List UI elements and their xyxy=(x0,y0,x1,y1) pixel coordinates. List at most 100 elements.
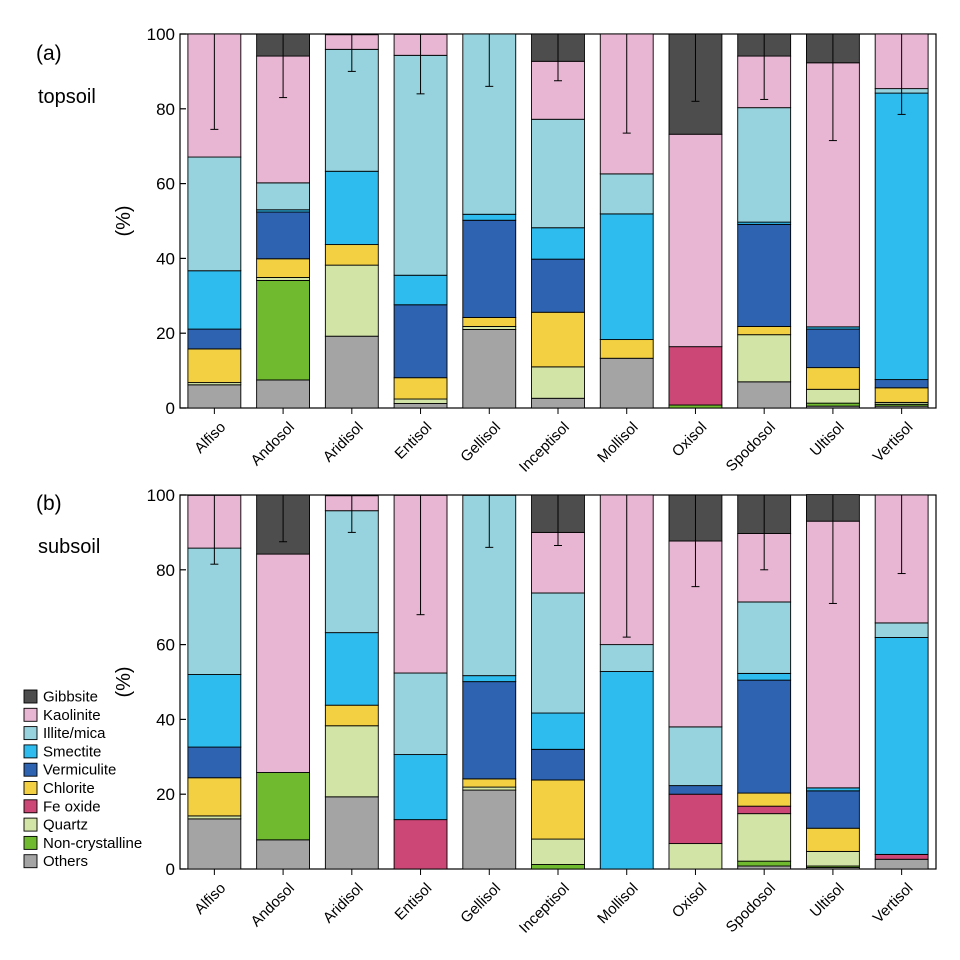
bar-segment-a-oxisol-kaolinite xyxy=(668,133,723,348)
bar-segment-b-mollisol-smectite xyxy=(599,671,654,870)
y-tick-label-b-100: 100 xyxy=(147,486,175,505)
y-tick-label-a-40: 40 xyxy=(156,249,175,268)
bar-segment-a-mollisol-others xyxy=(599,357,654,409)
bar-segment-a-spodosol-vermiculite xyxy=(737,223,792,327)
legend-swatch-non-crystalline xyxy=(23,835,38,850)
bar-segment-b-entisol-illite-mica xyxy=(393,672,448,756)
bar-segment-b-oxisol-illite-mica xyxy=(668,726,723,787)
bar-segment-b-andosol-kaolinite xyxy=(256,553,311,773)
bar-segment-b-spodosol-illite-mica xyxy=(737,601,792,674)
bar-segment-b-gellisol-smectite xyxy=(462,675,517,683)
bar-segment-a-entisol-smectite xyxy=(393,274,448,306)
y-axis-title-a: (%) xyxy=(113,205,135,236)
bar-segment-a-entisol-vermiculite xyxy=(393,304,448,379)
bar-segment-a-inceptisol-illite-mica xyxy=(531,118,585,229)
bar-segment-b-vertisol-smectite xyxy=(874,637,929,855)
bar-segment-b-gellisol-others xyxy=(462,789,517,870)
bar-segment-a-andosol-chlorite xyxy=(256,258,311,278)
y-tick-label-a-0: 0 xyxy=(166,399,175,418)
bar-segment-b-spodosol-fe-oxide xyxy=(737,805,792,815)
legend-swatch-gibbsite xyxy=(23,689,38,704)
bar-segment-b-vertisol-fe-oxide xyxy=(874,853,929,860)
bar-segment-b-gellisol-chlorite xyxy=(462,778,517,788)
legend-label-non-crystalline: Non-crystalline xyxy=(43,835,142,852)
bar-segment-a-andosol-vermiculite xyxy=(256,211,311,260)
bar-segment-b-inceptisol-non-crystalline xyxy=(531,864,585,870)
y-tick-label-b-20: 20 xyxy=(156,785,175,804)
y-tick-label-b-40: 40 xyxy=(156,710,175,729)
bar-segment-a-entisol-others xyxy=(393,403,448,409)
panel-subtitle-b: subsoil xyxy=(38,536,100,558)
bar-segment-b-alfiso-smectite xyxy=(187,674,242,748)
y-tick-label-a-80: 80 xyxy=(156,100,175,119)
legend-swatch-smectite xyxy=(23,744,38,759)
legend-label-vermiculite: Vermiculite xyxy=(43,762,116,779)
y-tick-label-b-0: 0 xyxy=(166,860,175,879)
bar-segment-a-spodosol-chlorite xyxy=(737,326,792,336)
bar-segment-a-inceptisol-smectite xyxy=(531,227,585,260)
panel-subtitle-a: topsoil xyxy=(38,86,96,108)
bar-segment-a-gellisol-chlorite xyxy=(462,317,517,327)
bar-segment-a-entisol-chlorite xyxy=(393,377,448,400)
bar-segment-a-entisol-quartz xyxy=(393,398,448,404)
bar-segment-a-inceptisol-quartz xyxy=(531,366,585,399)
legend-label-quartz: Quartz xyxy=(43,817,88,834)
bar-segment-a-andosol-illite-mica xyxy=(256,182,311,211)
bar-segment-b-spodosol-quartz xyxy=(737,813,792,862)
bar-segment-a-aridisol-chlorite xyxy=(324,244,379,266)
legend-label-others: Others xyxy=(43,853,88,870)
bar-segment-b-andosol-others xyxy=(256,839,311,870)
bar-segment-b-ultisol-chlorite xyxy=(805,827,860,852)
bar-segment-a-gellisol-smectite xyxy=(462,213,517,221)
legend-label-smectite: Smectite xyxy=(43,743,101,760)
bar-segment-a-mollisol-illite-mica xyxy=(599,173,654,215)
bar-segment-b-andosol-non-crystalline xyxy=(256,772,311,841)
legend-swatch-vermiculite xyxy=(23,762,38,777)
bar-segment-b-spodosol-chlorite xyxy=(737,792,792,807)
bar-segment-b-alfiso-vermiculite xyxy=(187,746,242,779)
bar-segment-b-aridisol-chlorite xyxy=(324,704,379,727)
bar-segment-a-vertisol-smectite xyxy=(874,92,929,381)
bar-segment-a-inceptisol-chlorite xyxy=(531,311,585,368)
bar-segment-b-aridisol-quartz xyxy=(324,725,379,798)
bar-segment-a-alfiso-chlorite xyxy=(187,348,242,384)
bar-segment-b-inceptisol-illite-mica xyxy=(531,592,585,714)
bar-segment-a-spodosol-illite-mica xyxy=(737,107,792,223)
y-tick-label-a-60: 60 xyxy=(156,175,175,194)
legend-label-illite-mica: Illite/mica xyxy=(43,725,106,742)
bar-segment-a-inceptisol-others xyxy=(531,397,585,409)
bar-segment-b-inceptisol-vermiculite xyxy=(531,748,585,781)
bar-segment-b-ultisol-quartz xyxy=(805,850,860,867)
bar-segment-a-spodosol-others xyxy=(737,381,792,409)
bar-segment-a-andosol-others xyxy=(256,379,311,409)
bar-segment-b-entisol-fe-oxide xyxy=(393,819,448,870)
bar-segment-a-gellisol-others xyxy=(462,329,517,409)
bar-segment-b-oxisol-quartz xyxy=(668,843,723,870)
legend-label-fe-oxide: Fe oxide xyxy=(43,798,101,815)
y-tick-label-a-20: 20 xyxy=(156,324,175,343)
panel-label-a: (a) xyxy=(36,42,62,65)
bar-segment-a-ultisol-vermiculite xyxy=(805,328,860,369)
bar-segment-b-aridisol-others xyxy=(324,796,379,870)
legend-swatch-illite-mica xyxy=(23,726,38,741)
legend-label-kaolinite: Kaolinite xyxy=(43,707,101,724)
bar-segment-b-vertisol-illite-mica xyxy=(874,622,929,638)
bar-segment-a-inceptisol-vermiculite xyxy=(531,258,585,313)
bar-segment-b-inceptisol-chlorite xyxy=(531,779,585,840)
y-tick-label-b-80: 80 xyxy=(156,561,175,580)
y-tick-label-b-60: 60 xyxy=(156,636,175,655)
bar-segment-a-vertisol-chlorite xyxy=(874,387,929,403)
bar-segment-a-alfiso-others xyxy=(187,384,242,409)
bar-segment-b-spodosol-smectite xyxy=(737,672,792,681)
bar-segment-b-vertisol-others xyxy=(874,858,929,870)
bar-segment-b-mollisol-illite-mica xyxy=(599,644,654,672)
bar-segment-a-aridisol-quartz xyxy=(324,264,379,337)
bar-segment-a-oxisol-fe-oxide xyxy=(668,346,723,406)
bar-segment-b-alfiso-others xyxy=(187,818,242,870)
bar-segment-b-entisol-smectite xyxy=(393,754,448,821)
legend-label-gibbsite: Gibbsite xyxy=(43,689,98,706)
bar-segment-a-spodosol-quartz xyxy=(737,334,792,383)
legend-swatch-quartz xyxy=(23,817,38,832)
